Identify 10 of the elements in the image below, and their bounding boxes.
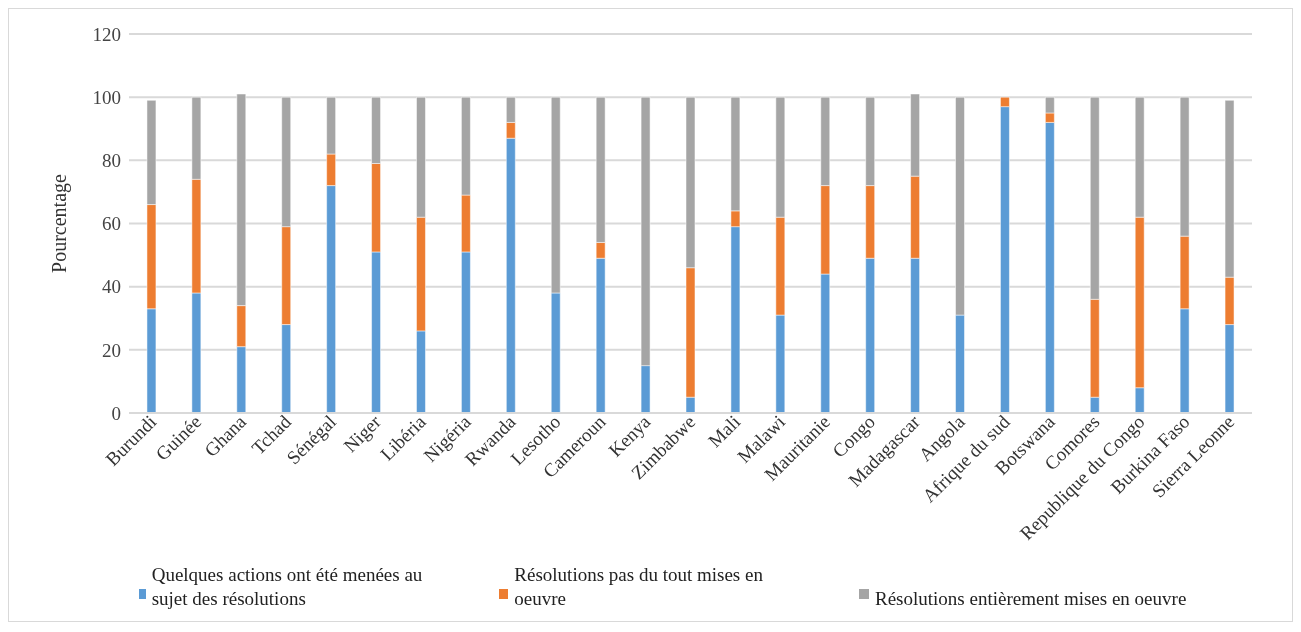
y-tick-label: 80: [102, 150, 121, 172]
y-tick-label: 40: [102, 276, 121, 298]
y-axis-title: Pourcentage: [48, 173, 72, 273]
y-tick-label: 60: [102, 213, 121, 235]
legend-label: Résolutions entièrement mises en oeuvre: [875, 587, 1187, 611]
y-tick-label: 100: [92, 86, 121, 108]
legend-label: Quelques actions ont été menées au sujet des résolutions: [151, 563, 424, 611]
legend-label: Résolutions pas du tout mises en oeuvre: [514, 563, 764, 611]
y-tick-label: 120: [92, 23, 121, 45]
y-tick-label: 20: [102, 339, 121, 361]
